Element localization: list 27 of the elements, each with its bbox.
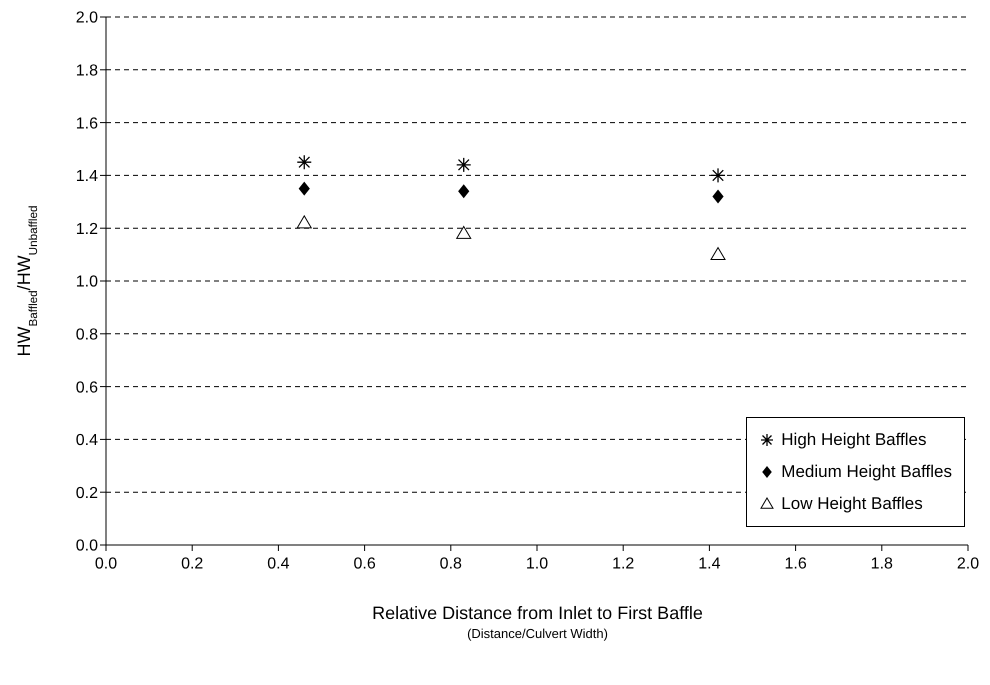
x-tick-label: 1.8 (870, 555, 894, 572)
x-tick-label: 0.8 (440, 555, 462, 572)
text: (Distance/Culvert Width) (466, 626, 609, 641)
y-tick-label: 0.4 (76, 432, 98, 450)
x-tick-label: 1.4 (698, 555, 721, 572)
x-tick-label: 1.6 (784, 555, 807, 572)
y-tick-label: 1.8 (76, 62, 98, 80)
y-tick-label: 1.4 (76, 168, 98, 186)
x-tick-label: 2.0 (956, 555, 980, 572)
y-tick-label: 1.6 (76, 115, 98, 132)
x-axis-title: Relative Distance from Inlet to First Baffle (371, 603, 704, 624)
y-tick-label: 1.2 (76, 220, 98, 238)
x-tick-label: 1.0 (526, 555, 548, 572)
y-tick-label: 0.0 (76, 538, 98, 555)
legend-label: Medium Height Baffles (781, 461, 952, 483)
y-tick-label: 2.0 (76, 10, 98, 27)
legend-label: High Height Baffles (781, 429, 926, 451)
x-tick-label: 0.2 (181, 555, 204, 572)
legend-label: Low Height Baffles (781, 493, 923, 515)
y-tick-label: 0.6 (76, 379, 98, 396)
x-tick-label: 0.4 (267, 555, 290, 572)
x-tick-label: 0.0 (94, 555, 118, 572)
y-tick-label: 0.2 (76, 484, 98, 502)
y-tick-label: 1.0 (76, 274, 98, 291)
y-tick-label: 0.8 (76, 326, 98, 344)
x-tick-label: 0.6 (353, 555, 376, 572)
x-tick-label: 1.2 (612, 555, 634, 572)
